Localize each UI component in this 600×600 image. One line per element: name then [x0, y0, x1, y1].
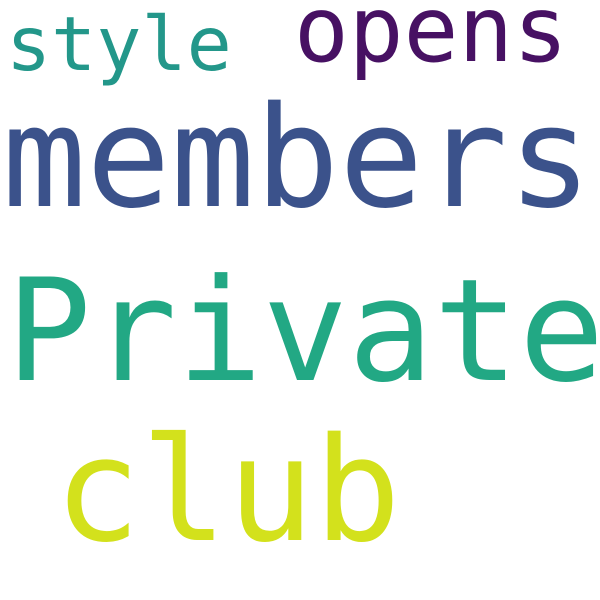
word-club: club: [54, 406, 401, 574]
word-members: members: [2, 77, 593, 240]
word-opens: opens: [294, 0, 568, 83]
word-private: Private: [6, 249, 600, 414]
word-style: style: [6, 0, 232, 88]
